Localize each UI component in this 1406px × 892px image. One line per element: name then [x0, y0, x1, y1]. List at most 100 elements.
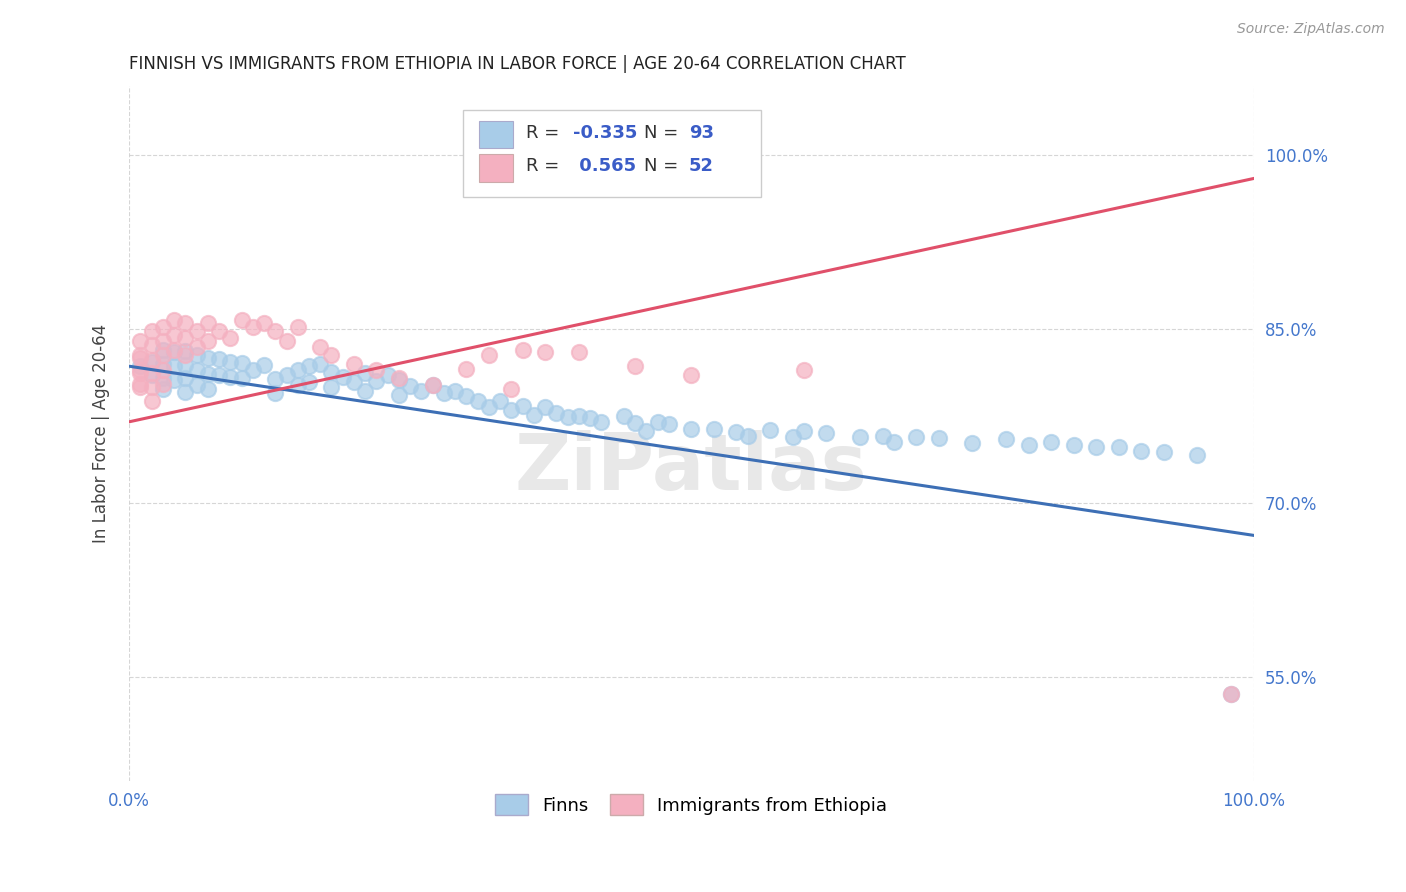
Point — [793, 362, 815, 376]
Point — [467, 394, 489, 409]
Point — [523, 408, 546, 422]
Point — [456, 389, 478, 403]
Point — [197, 368, 219, 382]
Point — [512, 343, 534, 357]
Point — [962, 435, 984, 450]
Point — [231, 356, 253, 370]
Point — [242, 362, 264, 376]
Point — [276, 334, 298, 348]
Point — [253, 316, 276, 330]
Point — [129, 362, 152, 376]
Point — [219, 354, 242, 368]
Point — [624, 359, 647, 374]
Point — [388, 373, 411, 387]
Y-axis label: In Labor Force | Age 20-64: In Labor Force | Age 20-64 — [93, 324, 110, 543]
Point — [725, 425, 748, 440]
Point — [579, 411, 602, 425]
Point — [163, 345, 186, 359]
Point — [186, 377, 208, 392]
Text: ZiPatlas: ZiPatlas — [515, 430, 868, 506]
Point — [321, 380, 343, 394]
Text: 0.565: 0.565 — [574, 158, 637, 176]
Point — [174, 358, 197, 372]
Point — [129, 334, 152, 348]
Point — [186, 339, 208, 353]
Point — [152, 376, 174, 391]
Point — [141, 394, 163, 409]
Point — [658, 417, 681, 431]
Point — [186, 325, 208, 339]
Point — [174, 344, 197, 359]
Point — [1085, 440, 1108, 454]
Point — [321, 348, 343, 362]
Point — [399, 379, 422, 393]
Point — [613, 409, 636, 423]
Point — [703, 422, 725, 436]
Point — [129, 348, 152, 362]
Point — [309, 339, 332, 353]
Bar — [463, 110, 761, 197]
Point — [872, 428, 894, 442]
Point — [1040, 434, 1063, 449]
Point — [636, 424, 658, 438]
Point — [174, 371, 197, 385]
Point — [501, 383, 523, 397]
Point — [231, 313, 253, 327]
Point — [624, 416, 647, 430]
Point — [354, 366, 377, 380]
Point — [366, 362, 388, 376]
Text: N =: N = — [644, 158, 685, 176]
Point — [208, 368, 231, 383]
Point — [264, 385, 287, 400]
Point — [197, 351, 219, 365]
Point — [388, 388, 411, 402]
Point — [366, 374, 388, 388]
Point — [501, 403, 523, 417]
Point — [782, 430, 804, 444]
Text: R =: R = — [526, 124, 565, 142]
Point — [208, 352, 231, 367]
Point — [141, 354, 163, 368]
Point — [422, 377, 444, 392]
Point — [995, 432, 1018, 446]
Point — [1187, 449, 1209, 463]
Point — [444, 384, 467, 398]
Point — [152, 357, 174, 371]
Point — [681, 368, 703, 383]
Point — [647, 415, 669, 429]
Point — [287, 319, 309, 334]
Point — [264, 372, 287, 386]
Point — [253, 358, 276, 372]
Point — [287, 362, 309, 376]
Point — [174, 348, 197, 362]
Text: Source: ZipAtlas.com: Source: ZipAtlas.com — [1237, 22, 1385, 37]
Bar — [479, 120, 513, 148]
Point — [534, 400, 557, 414]
Point — [276, 368, 298, 383]
Point — [129, 359, 152, 374]
Point — [141, 338, 163, 352]
Point — [1018, 438, 1040, 452]
Point — [129, 366, 152, 380]
Point — [287, 377, 309, 392]
Point — [141, 353, 163, 368]
Point — [208, 325, 231, 339]
Point — [163, 343, 186, 357]
Point — [152, 362, 174, 376]
Point — [163, 359, 186, 374]
Point — [568, 409, 591, 423]
Point — [264, 325, 287, 339]
Point — [422, 377, 444, 392]
Point — [388, 371, 411, 385]
Point — [219, 331, 242, 345]
Point — [141, 368, 163, 383]
Point — [377, 368, 399, 383]
Text: 93: 93 — [689, 124, 714, 142]
Point — [1063, 438, 1085, 452]
Point — [905, 430, 928, 444]
Point — [534, 345, 557, 359]
Point — [478, 348, 501, 362]
Point — [433, 385, 456, 400]
Point — [163, 313, 186, 327]
Point — [321, 365, 343, 379]
